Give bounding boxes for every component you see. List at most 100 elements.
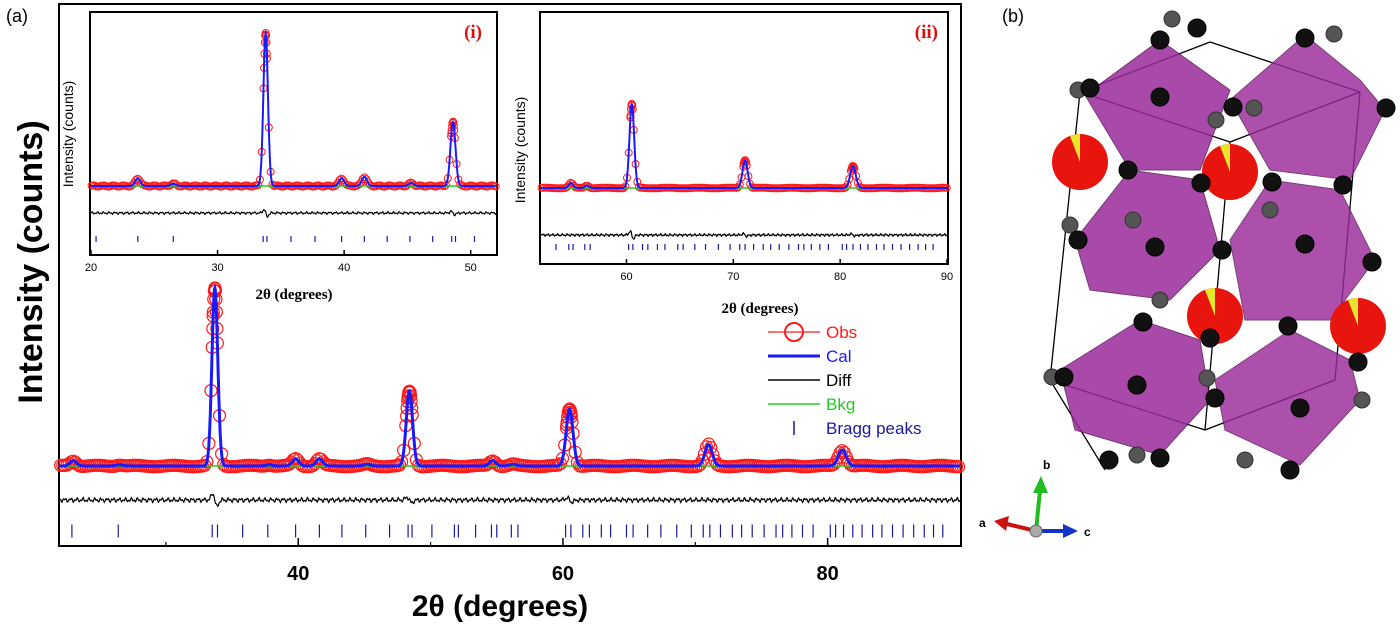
inset-ii-frame <box>539 11 949 265</box>
oxygen-atom <box>1054 367 1074 387</box>
oxygen-atom-back <box>1353 391 1371 409</box>
x-tick-label: 40 <box>338 262 350 274</box>
a-site-highlight <box>1348 298 1358 326</box>
obs-point <box>835 444 849 458</box>
oxygen-atom <box>1099 450 1119 470</box>
a-site-highlight <box>1070 134 1080 162</box>
oxygen-atom <box>1127 375 1147 395</box>
oxygen-atom <box>1133 312 1153 332</box>
oxygen-atom-back <box>1151 291 1169 309</box>
oxygen-atom-back <box>1325 25 1343 43</box>
oxygen-atom <box>1290 398 1310 418</box>
inset-i-plot-area <box>87 29 500 242</box>
oxygen-atom <box>1280 460 1300 480</box>
x-tick-label: 30 <box>211 262 223 274</box>
x-tick-label: 70 <box>727 271 739 283</box>
legend-diff-label: Diff <box>826 371 851 390</box>
inset-ii-x-ticks: 60 70 80 90 <box>620 259 953 283</box>
oxygen-atom-back <box>1198 369 1216 387</box>
oxygen-atom <box>1068 230 1088 250</box>
oxygen-atom <box>1262 172 1282 192</box>
inset-i-x-axis-label: 2θ (degrees) <box>255 287 332 303</box>
oxygen-atom <box>1150 30 1170 50</box>
oxygen-atom <box>1212 240 1232 260</box>
x-tick-label: 60 <box>620 271 632 283</box>
inset-i-x-ticks: 20 30 40 50 <box>85 250 477 274</box>
main-frame <box>58 3 962 547</box>
inset-ii-y-axis-label: Intensity (counts) <box>512 97 528 204</box>
main-y-axis-label: Intensity (counts) <box>12 120 50 403</box>
oxygen-atom <box>1200 328 1220 348</box>
x-tick-label: 20 <box>85 262 97 274</box>
oxygen-atom-back <box>1207 111 1225 129</box>
inset-ii-label: (ii) <box>915 22 938 43</box>
axis-b-head <box>1033 476 1048 493</box>
axis-b-label: b <box>1043 458 1050 472</box>
inset-i-frame <box>89 11 498 256</box>
cal-line <box>541 102 947 189</box>
x-tick-label: 50 <box>465 262 477 274</box>
inset-ii-x-axis-label: 2θ (degrees) <box>721 301 798 317</box>
main-plot-area <box>54 281 966 538</box>
x-tick-label: 40 <box>287 563 309 585</box>
legend-bkg-label: Bkg <box>826 395 855 414</box>
axis-a-head <box>994 516 1009 531</box>
oxygen-atom <box>1333 175 1353 195</box>
legend-obs-marker <box>784 322 804 342</box>
obs-point <box>699 440 714 454</box>
panel-label-b: (b) <box>1002 6 1024 26</box>
panel-label-a: (a) <box>6 6 28 26</box>
oxygen-atom-back <box>1236 451 1254 469</box>
axis-b-arrow <box>1034 489 1042 532</box>
axis-c-head <box>1063 524 1078 538</box>
oxygen-atom <box>1278 316 1298 336</box>
cal-line <box>91 29 496 187</box>
inset-i-y-axis-label: Intensity (counts) <box>60 81 76 188</box>
oxygen-atom <box>1295 28 1315 48</box>
a-site-atoms <box>1052 134 1386 354</box>
x-tick-label: 80 <box>817 563 839 585</box>
legend-obs-label: Obs <box>826 323 857 342</box>
diff-line <box>90 208 497 219</box>
oxygen-atom-back <box>1124 211 1142 229</box>
oxygen-atom <box>1376 98 1396 118</box>
main-chart: 40 60 80 2θ (degrees) Intensity (counts) O… <box>12 3 966 623</box>
axis-origin <box>1029 524 1043 538</box>
oxygen-atom <box>1205 388 1225 408</box>
oxygen-atom <box>1348 352 1368 372</box>
oxygen-atom <box>1187 18 1207 38</box>
oxygen-atoms <box>1043 10 1396 480</box>
oxygen-atom-back <box>1261 201 1279 219</box>
main-x-ticks: 40 60 80 <box>165 538 839 585</box>
oxygen-atom-back <box>1245 99 1263 117</box>
oxygen-atom <box>1150 87 1170 107</box>
inset-chart-i: 20 30 40 50 (i) 2θ (degrees) Intensity (cou… <box>60 11 500 303</box>
oxygen-atom-back <box>1163 10 1181 28</box>
oxygen-atom <box>1150 448 1170 468</box>
oxygen-atom <box>1145 237 1165 257</box>
oxygen-atom-back <box>1061 216 1079 234</box>
inset-i-label: (i) <box>464 22 482 43</box>
oxygen-atom-back <box>1128 446 1146 464</box>
diff-line <box>540 229 948 240</box>
x-tick-label: 60 <box>552 563 574 585</box>
legend: Obs Cal Diff Bkg Bragg peaks <box>768 322 921 438</box>
crystal-structure: b a c <box>979 10 1396 539</box>
inset-chart-ii: 60 70 80 90 (ii) 2θ (degrees) Intensity (co… <box>512 11 953 317</box>
a-site-highlight <box>1205 288 1215 316</box>
oxygen-atom <box>1295 234 1315 254</box>
axis-a-label: a <box>979 516 986 530</box>
a-site-highlight <box>1220 144 1230 172</box>
main-x-axis-label: 2θ (degrees) <box>412 590 588 623</box>
legend-bragg-label: Bragg peaks <box>826 419 921 438</box>
inset-ii-plot-area <box>537 100 951 250</box>
oxygen-atom <box>1362 252 1382 272</box>
oxygen-atom <box>1223 97 1243 117</box>
oxygen-atom <box>1080 78 1100 98</box>
cal-line <box>60 283 960 468</box>
diff-line <box>59 493 961 507</box>
obs-point <box>826 457 841 471</box>
octahedron-6 <box>1214 329 1361 466</box>
